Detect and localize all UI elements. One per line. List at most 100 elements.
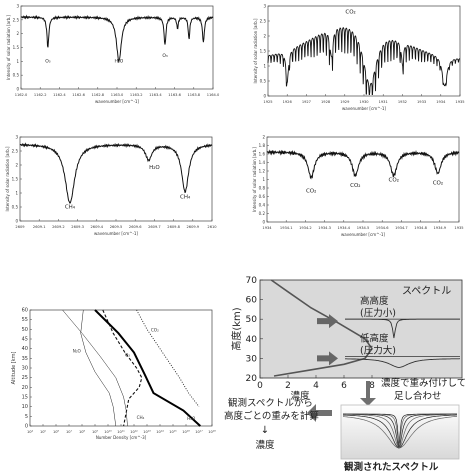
y-tick-label: 2 [16, 31, 19, 36]
x-tick-label: 2609.3 [71, 225, 84, 229]
x-tick-label: 1163.6 [168, 93, 181, 97]
plot-frame [266, 136, 460, 223]
x-tick-label: 1163.2 [130, 93, 143, 97]
x-tick-label: 1934.9 [434, 226, 447, 230]
y-tick-label: 0.5 [12, 205, 19, 210]
y-tick-label: 3 [15, 135, 18, 140]
y-tick-label: 0.8 [259, 186, 266, 191]
y-tick-label: 0 [25, 424, 28, 430]
y-tick-label: 50 [246, 315, 258, 325]
x-tick-label: 10¹⁸ [208, 430, 216, 434]
spectrum-title: スペクトル [402, 285, 451, 297]
y-tick-label: 2 [262, 135, 265, 140]
y-tick-label: 10 [22, 404, 28, 410]
x-tick-label: 2609.5 [110, 225, 123, 229]
y-tick-label: 0.2 [259, 211, 266, 216]
x-tick-label: 2 [285, 381, 291, 391]
y-tick-label: 35 [22, 356, 28, 362]
level-label: 低高度 [360, 332, 389, 344]
x-tick-label: 10¹³ [143, 430, 151, 434]
concentration-profile [270, 279, 373, 377]
x-tick-label: 10¹⁶ [182, 430, 190, 434]
x-tick-label: 10⁸ [79, 430, 86, 434]
profile-line [136, 309, 200, 407]
y-tick-label: 60 [22, 308, 28, 314]
x-tick-label: 1163.4 [149, 93, 162, 97]
x-tick-label: 2609.8 [167, 225, 180, 229]
y-tick-label: 0.6 [259, 194, 266, 199]
observed-spectrum-lines [342, 413, 458, 449]
x-axis-label: wavenumber [cm^-1] [94, 231, 138, 236]
y-tick-label: 45 [22, 337, 28, 343]
absorber-label: CH₄ [180, 195, 191, 201]
y-tick-label: 1 [16, 59, 19, 64]
x-tick-label: 1162.6 [72, 93, 85, 97]
x-tick-label: 1934.7 [395, 226, 408, 230]
x-tick-label: 10⁴ [27, 430, 34, 434]
x-tick-label: 2609 [15, 225, 25, 229]
plot-frame [29, 309, 213, 427]
weighting-arrow [360, 381, 376, 406]
x-tick-label: 1162.0 [15, 93, 28, 97]
level-spectrum-line [345, 358, 461, 368]
retrieval-arrow [307, 404, 332, 422]
x-axis-label: Number Density [cm^-3] [96, 435, 147, 440]
x-tick-label: 2610 [207, 225, 217, 229]
y-axis-label: Intensity of solar radiation [arb.] [252, 147, 257, 212]
y-tick-label: 40 [22, 346, 28, 352]
y-axis-label: 高度(km) [230, 307, 243, 350]
x-tick-label: 2609.9 [187, 225, 200, 229]
x-tick-label: 1927 [302, 100, 311, 104]
profile-line [94, 309, 201, 427]
observed-spectrum-line [343, 413, 457, 449]
y-tick-label: 20 [22, 385, 28, 391]
x-tick-label: 1162.2 [34, 93, 47, 97]
weighting-text-1: 濃度で重み付けして [381, 377, 465, 389]
retrieval-down-arrow: ↓ [261, 425, 269, 436]
x-tick-label: 10⁷ [66, 430, 73, 434]
y-tick-label: 2 [263, 34, 266, 39]
y-tick-label: 15 [22, 395, 28, 401]
x-tick-label: 1934.2 [299, 226, 312, 230]
y-tick-label: 2 [15, 163, 18, 168]
x-tick-label: 1163.8 [188, 93, 201, 97]
x-tick-label: 10¹¹ [117, 430, 125, 434]
series-label: CO₂ [151, 327, 159, 332]
level-arrow [317, 314, 338, 329]
x-tick-label: 10¹⁴ [156, 430, 164, 434]
x-tick-label: 1934 [436, 100, 446, 104]
x-tick-label: 1162.8 [92, 93, 105, 97]
absorber-label: CO₂ [345, 10, 355, 16]
x-axis-label: 濃度 [290, 390, 310, 402]
x-tick-label: 1933 [417, 100, 426, 104]
absorber-label: CH₄ [65, 204, 76, 210]
plot-frame [267, 5, 461, 97]
y-tick-label: 1 [263, 64, 266, 69]
y-tick-label: 2.5 [12, 149, 19, 154]
y-tick-label: 30 [22, 366, 28, 372]
x-tick-label: 1929 [340, 100, 350, 104]
y-tick-label: 1.5 [12, 177, 19, 182]
x-tick-label: 10¹⁷ [195, 430, 203, 434]
x-axis-label: wavenumber [cm^-1] [95, 99, 139, 104]
weighting-text-2: 足し合わせ [394, 390, 442, 402]
y-tick-label: 2.5 [260, 19, 267, 24]
x-tick-label: 2609.6 [129, 225, 142, 229]
co2-band-spectrum-chart: 1925 1926 1927 1928 1929 1930 1931 1932 1933 1934… [253, 4, 465, 112]
x-tick-label: 1163.0 [111, 93, 124, 97]
y-tick-label: 25 [22, 375, 28, 381]
x-tick-label: 2609.2 [52, 225, 65, 229]
y-tick-label: 55 [22, 317, 28, 323]
level-label-pressure: (圧力小) [360, 307, 396, 319]
x-tick-label: 10¹⁰ [104, 430, 112, 434]
absorber-label: O₃ [45, 59, 51, 65]
flow-diagram: 濃度で重み付けして 足し合わせ 観測されたスペクトル 観測スペクトルから 高度ご… [224, 377, 465, 473]
y-tick-label: 3 [16, 4, 19, 9]
o3-h2o-spectrum-chart: 1162.0 1162.2 1162.4 1162.6 1162.8 1163.0 1163… [6, 4, 220, 105]
y-tick-label: 60 [246, 296, 258, 306]
y-tick-label: 30 [246, 354, 258, 364]
x-tick-label: 10¹⁵ [169, 430, 177, 434]
y-axis-label: Intensity of solar radiation [arb.] [253, 18, 258, 83]
y-tick-label: 1 [15, 191, 18, 196]
x-tick-label: 1932 [398, 100, 407, 104]
